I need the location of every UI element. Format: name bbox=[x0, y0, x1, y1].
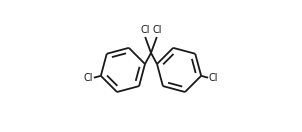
Text: Cl: Cl bbox=[84, 73, 93, 83]
Text: Cl: Cl bbox=[209, 73, 218, 83]
Text: Cl: Cl bbox=[152, 25, 162, 35]
Text: Cl: Cl bbox=[140, 25, 150, 35]
